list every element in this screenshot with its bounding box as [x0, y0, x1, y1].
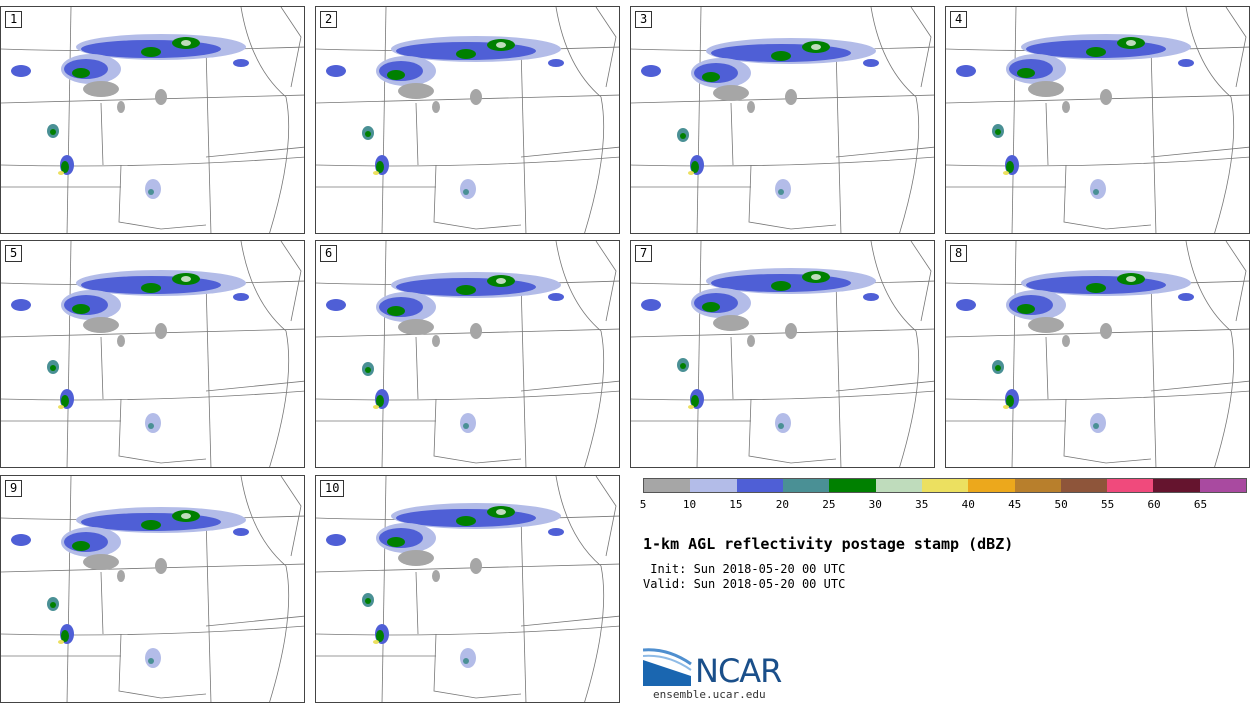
colorbar	[643, 478, 1247, 493]
colorbar-segment	[690, 479, 737, 492]
colorbar-segment	[644, 479, 691, 492]
colorbar-tick-label: 5	[639, 498, 647, 511]
postage-stamp-panel-8: 8	[945, 240, 1250, 468]
postage-stamp-panel-9: 9	[0, 475, 305, 703]
panel-map	[631, 7, 934, 233]
panel-map	[1, 7, 304, 233]
postage-stamp-panel-7: 7	[630, 240, 935, 468]
panel-label: 3	[635, 11, 653, 28]
run-times: Init: Sun 2018-05-20 00 UTC Valid: Sun 2…	[643, 562, 845, 592]
panel-label: 10	[320, 480, 345, 497]
colorbar-tick-label: 15	[729, 498, 743, 511]
panel-label: 6	[320, 245, 338, 262]
colorbar-tick-label: 65	[1193, 498, 1208, 511]
panel-label: 1	[5, 11, 23, 28]
postage-stamp-panel-2: 2	[315, 6, 620, 234]
colorbar-tick-label: 60	[1147, 498, 1161, 511]
panel-map	[316, 476, 619, 702]
panel-label: 5	[5, 245, 23, 262]
panel-label: 9	[5, 480, 23, 497]
colorbar-tick-label: 40	[961, 498, 975, 511]
ncar-logo: NCAR ensemble.ucar.edu	[642, 646, 793, 702]
colorbar-segment	[1199, 479, 1247, 492]
panel-map	[631, 241, 934, 467]
panel-label: 7	[635, 245, 653, 262]
colorbar-ticks: 5 10 15 20 25 30 35 40 45 50 55 60 65	[639, 498, 1247, 512]
colorbar-segment	[875, 479, 922, 492]
postage-stamp-panel-5: 5	[0, 240, 305, 468]
colorbar-segment	[1107, 479, 1154, 492]
panel-label: 4	[950, 11, 968, 28]
colorbar-tick-label: 30	[868, 498, 882, 511]
colorbar-segment	[736, 479, 783, 492]
init-time: Init: Sun 2018-05-20 00 UTC	[643, 562, 846, 576]
colorbar-segment	[782, 479, 830, 492]
colorbar-tick-label: 45	[1008, 498, 1022, 511]
panel-label: 2	[320, 11, 338, 28]
ncar-logo-text: NCAR	[695, 652, 782, 690]
postage-stamp-panel-1: 1	[0, 6, 305, 234]
colorbar-tick-label: 50	[1054, 498, 1068, 511]
postage-stamp-panel-3: 3	[630, 6, 935, 234]
ncar-logo-icon	[642, 648, 692, 686]
ensemble-url: ensemble.ucar.edu	[653, 688, 766, 701]
figure-title: 1-km AGL reflectivity postage stamp (dBZ…	[643, 535, 1014, 553]
postage-stamp-panel-6: 6	[315, 240, 620, 468]
colorbar-segment	[829, 479, 876, 492]
panel-map	[1, 241, 304, 467]
colorbar-segment	[1153, 479, 1200, 492]
colorbar-segment	[1014, 479, 1061, 492]
colorbar-tick-label: 10	[682, 498, 697, 511]
colorbar-tick-label: 55	[1100, 498, 1115, 511]
panel-map	[946, 241, 1249, 467]
colorbar-tick-label: 20	[775, 498, 789, 511]
panel-map	[946, 7, 1249, 233]
colorbar-tick-label: 25	[822, 498, 836, 511]
panel-map	[1, 476, 304, 702]
postage-stamp-panel-10: 10	[315, 475, 620, 703]
colorbar-segment	[968, 479, 1015, 492]
panel-label: 8	[950, 245, 968, 262]
panel-map	[316, 7, 619, 233]
postage-stamp-panel-4: 4	[945, 6, 1250, 234]
valid-time: Valid: Sun 2018-05-20 00 UTC	[643, 577, 846, 591]
colorbar-tick-label: 35	[915, 498, 929, 511]
panel-map	[316, 241, 619, 467]
colorbar-segment	[1060, 479, 1108, 492]
colorbar-segment	[921, 479, 969, 492]
